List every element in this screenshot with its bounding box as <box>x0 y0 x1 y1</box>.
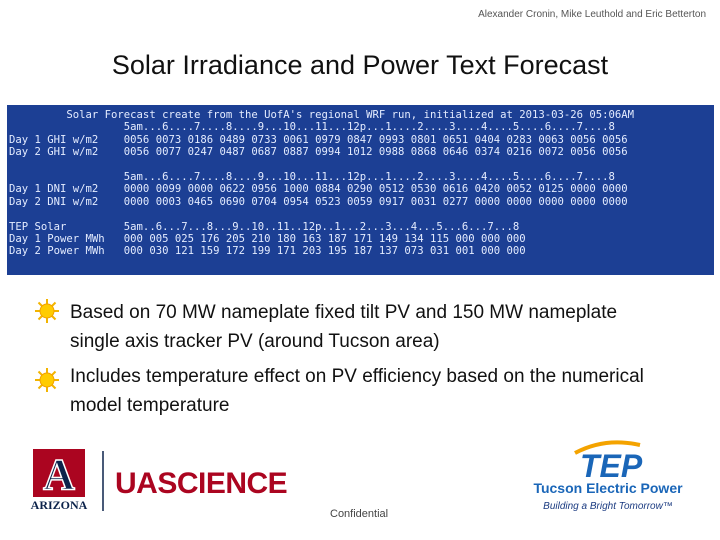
terminal-line: Day 2 Power MWh 000 030 121 159 172 199 … <box>9 245 526 258</box>
forecast-terminal: Solar Forecast create from the UofA's re… <box>7 105 714 275</box>
footer: Confidential <box>330 508 389 520</box>
terminal-line: Day 2 DNI w/m2 0000 0003 0465 0690 0704 … <box>9 195 628 208</box>
sun-icon <box>35 368 59 392</box>
terminal-line: 5am...6....7....8....9...10...11...12p..… <box>9 171 615 184</box>
ua-mark: A <box>43 450 75 499</box>
terminal-line <box>7 159 714 171</box>
terminal-line: Day 1 GHI w/m2 0056 0073 0186 0489 0733 … <box>9 133 628 146</box>
terminal-line: Day 2 GHI w/m2 0056 0077 0247 0487 0687 … <box>9 146 628 159</box>
tep-mark: TEP <box>580 448 643 484</box>
bullet: Includes temperature effect on PV effici… <box>70 366 644 416</box>
terminal-line: TEP Solar 5am..6...7...8...9..10..11..12… <box>9 220 520 233</box>
ua-block <box>33 449 85 497</box>
tep-logo: TEP Tucson Electric Power Building a Bri… <box>533 440 683 512</box>
ua-name: ARIZONA <box>31 498 88 512</box>
terminal-line <box>7 208 714 220</box>
author: Alexander Cronin, Mike Leuthold and Eric… <box>478 9 706 20</box>
terminal-line: Solar Forecast create from the UofA's re… <box>9 109 635 121</box>
terminal-line: 5am...6....7....8....9...10...11...12p..… <box>9 121 615 134</box>
terminal-line: Day 1 DNI w/m2 0000 0099 0000 0622 0956 … <box>9 183 628 196</box>
bullet: Based on 70 MW nameplate fixed tilt PV a… <box>70 302 618 352</box>
ua-logo: A ARIZONA UASCIENCE <box>31 449 288 512</box>
ua-wordmark: UASCIENCE <box>115 467 287 500</box>
title: Solar Irradiance and Power Text Forecast <box>111 50 609 80</box>
sun-icon <box>35 299 59 323</box>
terminal-line: Day 1 Power MWh 000 005 025 176 205 210 … <box>9 233 526 246</box>
tep-tagline: Building a Bright Tomorrow™ <box>543 501 673 512</box>
tep-name: Tucson Electric Power <box>533 480 683 496</box>
